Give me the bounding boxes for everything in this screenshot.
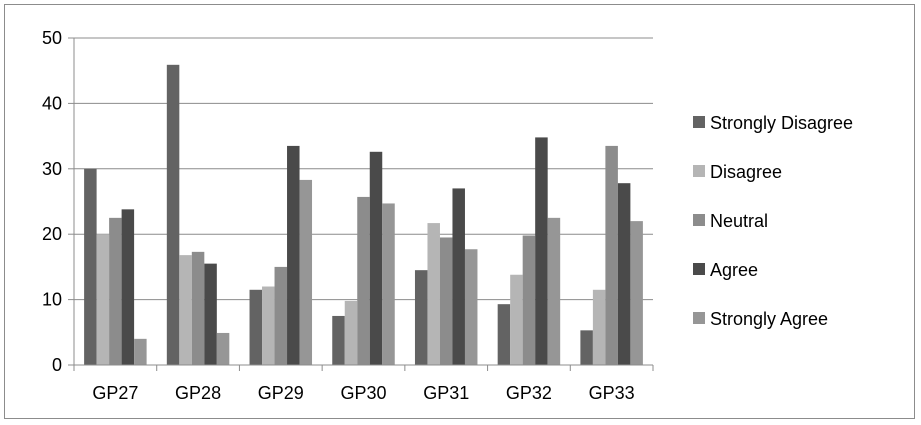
bar-strongly-agree-gp33 [630,221,643,365]
bar-strongly-agree-gp28 [216,332,230,365]
x-tick-label: GP29 [258,383,304,403]
bar-strongly-agree-gp31 [464,249,478,365]
bar-neutral-gp31 [439,237,453,365]
legend: Strongly Disagree Disagree Neutral Agree Str… [693,113,853,329]
bar-strongly-agree-gp30 [382,203,395,365]
legend-label: Strongly Agree [710,309,828,329]
bar-strongly-agree-gp27 [134,338,147,365]
legend-label: Neutral [710,211,768,231]
bar-disagree-gp32 [510,274,523,365]
y-tick-label: 30 [42,159,62,179]
x-tick-label: GP28 [175,383,221,403]
x-tick-label: GP30 [340,383,386,403]
bar-agree-gp31 [452,188,465,365]
bar-disagree-gp27 [96,234,110,365]
bar-strongly-disagree-gp28 [166,64,180,365]
bar-agree-gp29 [287,145,300,365]
bar-agree-gp33 [617,183,631,365]
legend-label: Agree [710,260,758,280]
bar-agree-gp30 [369,151,383,365]
bar-neutral-gp27 [109,217,122,365]
legend-swatch [693,116,705,128]
bar-strongly-disagree-gp33 [580,330,593,365]
bar-strongly-disagree-gp27 [84,168,97,365]
chart-frame: 0 10 20 30 40 50 GP27 GP28 GP29 GP30 GP31 GP32 GP33 … [4,4,915,419]
bar-strongly-disagree-gp32 [497,304,511,365]
bar-disagree-gp31 [427,223,440,365]
bar-disagree-gp29 [262,286,275,365]
y-tick-label: 0 [52,355,62,375]
bar-strongly-disagree-gp29 [249,289,263,365]
x-tick-label: GP32 [506,383,552,403]
legend-swatch [693,312,705,324]
bar-disagree-gp28 [179,255,192,365]
legend-swatch [693,214,705,226]
bars [84,64,643,365]
tick-labels: 0 10 20 30 40 50 GP27 GP28 GP29 GP30 GP31 GP32 GP33 [42,28,635,403]
bar-disagree-gp33 [592,289,606,365]
bar-neutral-gp28 [191,251,205,365]
legend-label: Strongly Disagree [710,113,853,133]
y-tick-label: 10 [42,290,62,310]
bar-neutral-gp32 [522,235,536,365]
bar-agree-gp32 [535,137,548,365]
bar-agree-gp28 [204,263,217,365]
bar-disagree-gp30 [344,300,358,365]
legend-label: Disagree [710,162,782,182]
bar-strongly-disagree-gp31 [414,270,428,365]
bar-agree-gp27 [121,209,135,365]
bar-neutral-gp33 [605,145,618,365]
bar-neutral-gp30 [357,196,370,365]
bar-neutral-gp29 [274,266,288,365]
bar-strongly-disagree-gp30 [332,315,345,365]
bar-strongly-agree-gp32 [547,217,561,365]
axes [68,37,654,371]
x-tick-label: GP27 [92,383,138,403]
legend-swatch [693,165,705,177]
x-tick-label: GP33 [589,383,635,403]
y-tick-label: 40 [42,93,62,113]
legend-swatch [693,263,705,275]
y-tick-label: 20 [42,224,62,244]
x-tick-label: GP31 [423,383,469,403]
bar-strongly-agree-gp29 [299,179,313,365]
y-tick-label: 50 [42,28,62,48]
